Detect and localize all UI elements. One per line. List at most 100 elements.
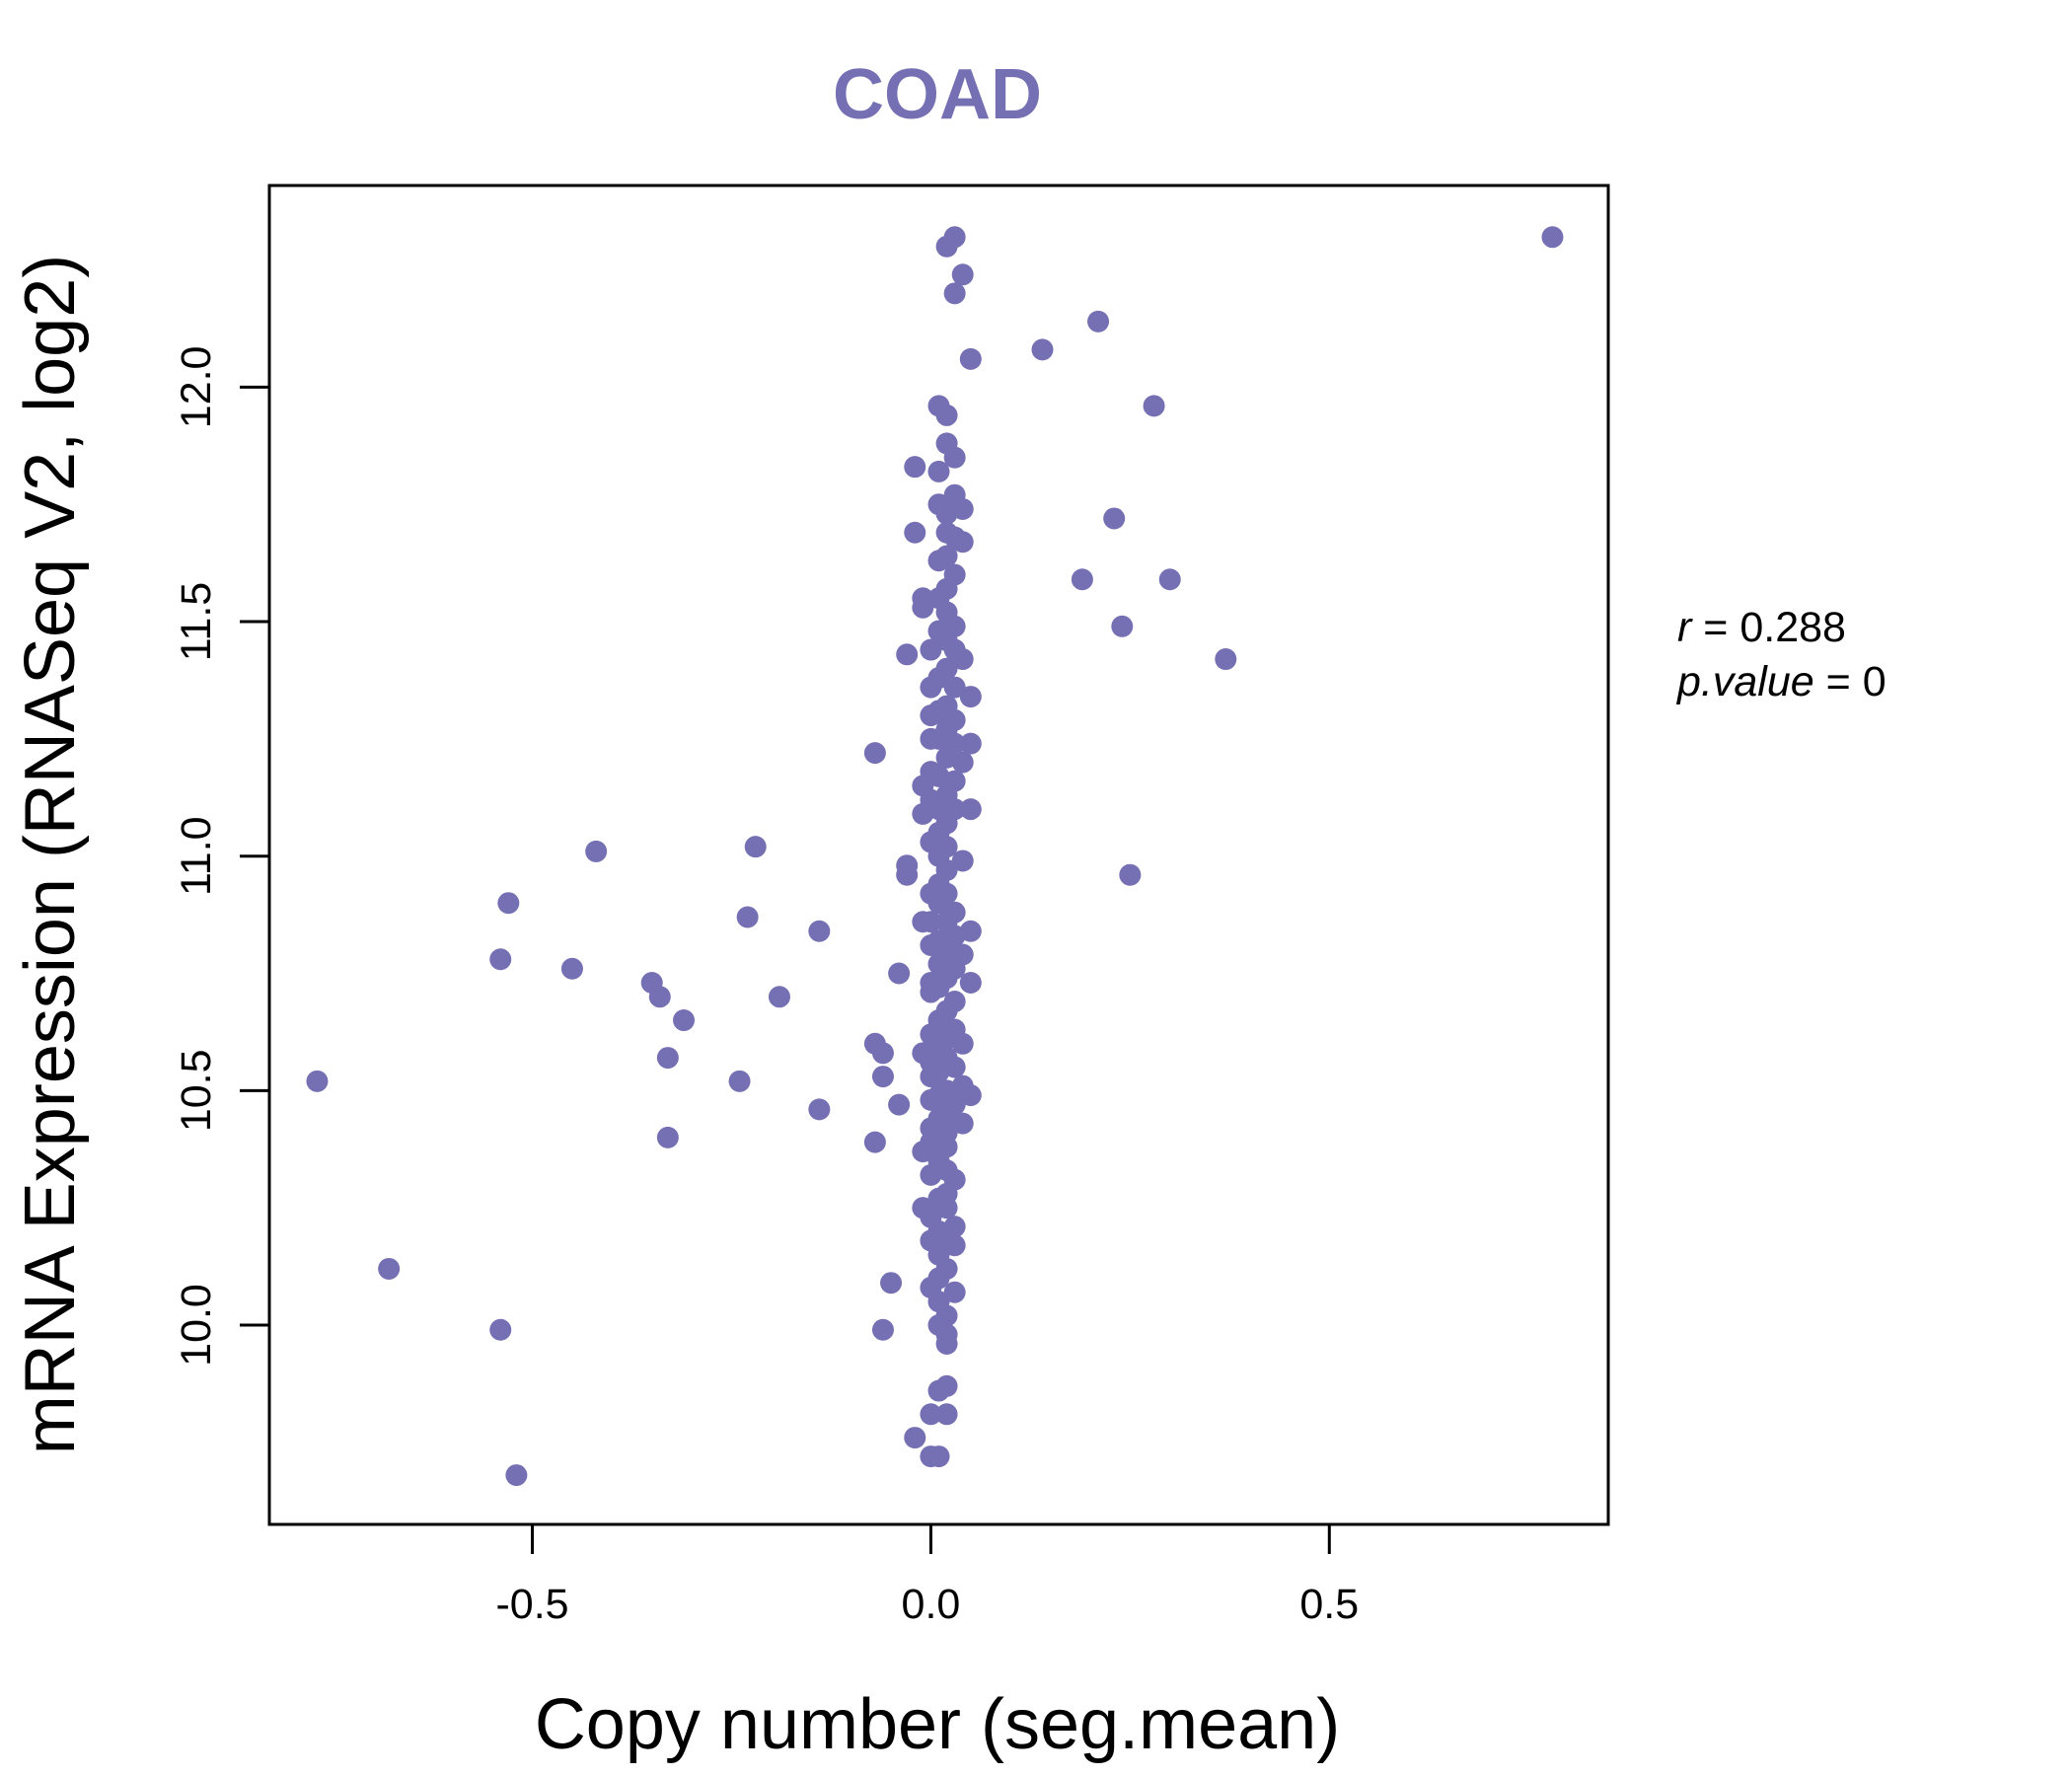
- data-point: [927, 550, 950, 572]
- data-point: [935, 502, 958, 525]
- data-point: [871, 1042, 894, 1065]
- data-points: [306, 226, 1564, 1487]
- data-point: [904, 1427, 926, 1449]
- data-point: [959, 732, 982, 755]
- data-point: [888, 1093, 911, 1116]
- data-point: [808, 920, 831, 942]
- data-point: [904, 521, 926, 544]
- x-axis: -0.5 0.0 0.5: [495, 1524, 1359, 1628]
- data-point: [489, 948, 512, 971]
- data-point: [1103, 507, 1126, 530]
- data-point: [863, 742, 886, 765]
- data-point: [920, 704, 942, 727]
- y-axis: 10.0 10.5 11.0 11.5 12.0: [173, 346, 269, 1367]
- data-point: [904, 456, 926, 479]
- data-point: [896, 643, 919, 666]
- data-point: [951, 1112, 974, 1135]
- data-point: [505, 1464, 528, 1487]
- x-tick-label: 0.5: [1299, 1581, 1359, 1628]
- data-point: [673, 1009, 696, 1032]
- y-axis-label: mRNA Expression (RNASeq V2, log2): [11, 255, 90, 1454]
- data-point: [808, 1098, 831, 1121]
- data-point: [656, 1126, 679, 1148]
- data-point: [1031, 338, 1054, 361]
- y-tick-label: 11.0: [173, 816, 220, 896]
- data-point: [896, 863, 919, 886]
- data-point: [912, 911, 934, 933]
- data-point: [920, 1403, 942, 1426]
- data-point: [959, 798, 982, 821]
- data-point: [912, 1141, 934, 1163]
- data-point: [920, 727, 942, 750]
- data-point: [1143, 395, 1165, 417]
- data-point: [880, 1272, 903, 1295]
- data-point: [959, 972, 982, 995]
- data-point: [935, 1403, 958, 1426]
- data-point: [497, 892, 520, 915]
- data-point: [744, 836, 767, 858]
- correlation-annotation: r = 0.288: [1677, 604, 1846, 651]
- data-point: [920, 1445, 942, 1468]
- data-point: [306, 1070, 329, 1092]
- x-axis-label: Copy number (seg.mean): [535, 1685, 1340, 1764]
- data-point: [489, 1318, 512, 1341]
- data-point: [943, 446, 966, 469]
- data-point: [943, 1281, 966, 1303]
- data-point: [1111, 615, 1134, 637]
- data-point: [959, 686, 982, 708]
- r-value: 0.288: [1739, 604, 1846, 651]
- p-value-annotation: p.value = 0: [1675, 658, 1887, 705]
- data-point: [959, 347, 982, 370]
- data-point: [935, 404, 958, 426]
- data-point: [585, 840, 608, 862]
- data-point: [1541, 226, 1564, 249]
- data-point: [871, 1318, 894, 1341]
- data-point: [1215, 648, 1237, 671]
- x-tick-label: -0.5: [495, 1581, 568, 1628]
- data-point: [951, 263, 974, 286]
- data-point: [951, 751, 974, 774]
- data-point: [959, 1084, 982, 1107]
- data-point: [920, 638, 942, 661]
- p-value: 0: [1863, 658, 1887, 705]
- data-point: [863, 1131, 886, 1153]
- data-point: [1158, 568, 1181, 591]
- y-tick-label: 12.0: [173, 346, 220, 429]
- data-point: [912, 596, 934, 619]
- y-tick-label: 10.0: [173, 1284, 220, 1367]
- data-point: [1071, 568, 1093, 591]
- data-point: [920, 1088, 942, 1111]
- y-tick-label: 10.5: [173, 1049, 220, 1132]
- data-point: [935, 1197, 958, 1220]
- data-point: [920, 981, 942, 1003]
- data-point: [768, 986, 790, 1008]
- data-point: [648, 986, 671, 1008]
- data-point: [560, 957, 583, 980]
- data-point: [920, 1163, 942, 1186]
- data-point: [935, 235, 958, 258]
- x-tick-label: 0.0: [902, 1581, 961, 1628]
- data-point: [951, 1032, 974, 1055]
- data-point: [1119, 863, 1142, 886]
- data-point: [728, 1070, 751, 1092]
- data-point: [951, 648, 974, 671]
- data-point: [912, 802, 934, 825]
- data-point: [935, 1333, 958, 1356]
- data-point: [736, 906, 759, 928]
- data-point: [1087, 310, 1110, 333]
- data-point: [951, 850, 974, 872]
- data-point: [943, 282, 966, 305]
- data-point: [927, 1379, 950, 1402]
- data-point: [920, 1066, 942, 1088]
- data-point: [871, 1066, 894, 1088]
- data-point: [951, 531, 974, 554]
- p-symbol: p.value: [1675, 658, 1814, 705]
- data-point: [920, 676, 942, 699]
- data-point: [888, 962, 911, 985]
- data-point: [656, 1047, 679, 1070]
- chart-title: COAD: [833, 55, 1042, 134]
- y-tick-label: 11.5: [173, 582, 220, 662]
- data-point: [943, 676, 966, 699]
- data-point: [943, 1234, 966, 1257]
